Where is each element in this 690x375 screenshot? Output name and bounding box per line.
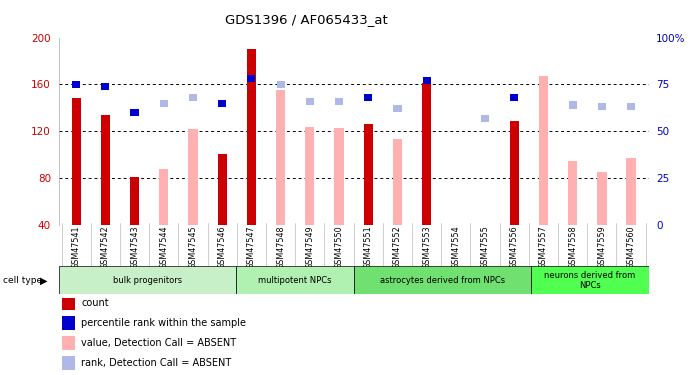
Text: GSM47560: GSM47560 bbox=[627, 225, 635, 269]
Text: multipotent NPCs: multipotent NPCs bbox=[258, 276, 331, 285]
Text: GSM47544: GSM47544 bbox=[159, 225, 168, 269]
Text: GSM47556: GSM47556 bbox=[510, 225, 519, 269]
Text: neurons derived from
NPCs: neurons derived from NPCs bbox=[544, 271, 635, 290]
Bar bbox=[101, 115, 110, 225]
Text: GSM47551: GSM47551 bbox=[364, 225, 373, 269]
Bar bbox=[159, 100, 168, 106]
Bar bbox=[393, 140, 402, 225]
Text: GSM47549: GSM47549 bbox=[305, 225, 315, 269]
Bar bbox=[627, 158, 635, 225]
Text: GSM47553: GSM47553 bbox=[422, 225, 431, 269]
Bar bbox=[598, 172, 607, 225]
Bar bbox=[188, 129, 197, 225]
Bar bbox=[627, 104, 635, 110]
Text: count: count bbox=[81, 298, 109, 308]
Text: GDS1396 / AF065433_at: GDS1396 / AF065433_at bbox=[225, 13, 388, 26]
Text: percentile rank within the sample: percentile rank within the sample bbox=[81, 318, 246, 328]
Text: GSM47558: GSM47558 bbox=[568, 225, 577, 269]
Bar bbox=[305, 127, 315, 225]
Bar bbox=[217, 153, 227, 225]
Text: rank, Detection Call = ABSENT: rank, Detection Call = ABSENT bbox=[81, 358, 231, 368]
Bar bbox=[335, 98, 343, 105]
Bar bbox=[306, 98, 314, 105]
Bar bbox=[59, 266, 235, 294]
Bar bbox=[61, 296, 75, 310]
Text: GSM47548: GSM47548 bbox=[276, 225, 285, 269]
Text: GSM47555: GSM47555 bbox=[480, 225, 489, 269]
Bar bbox=[568, 160, 578, 225]
Bar bbox=[72, 99, 81, 225]
Bar bbox=[247, 49, 256, 225]
Bar bbox=[393, 105, 402, 112]
Bar bbox=[531, 266, 649, 294]
Bar bbox=[422, 77, 431, 84]
Text: GSM47547: GSM47547 bbox=[247, 225, 256, 269]
Bar bbox=[159, 169, 168, 225]
Bar bbox=[335, 128, 344, 225]
Bar bbox=[481, 115, 489, 122]
Bar bbox=[364, 124, 373, 225]
Text: GSM47546: GSM47546 bbox=[218, 225, 227, 269]
Text: ▶: ▶ bbox=[40, 275, 48, 285]
Text: GSM47543: GSM47543 bbox=[130, 225, 139, 269]
Bar bbox=[101, 83, 110, 90]
Bar bbox=[276, 90, 285, 225]
Bar bbox=[598, 104, 606, 110]
Bar bbox=[510, 94, 518, 101]
Bar bbox=[539, 76, 548, 225]
Bar bbox=[235, 266, 353, 294]
Bar bbox=[130, 109, 139, 116]
Bar bbox=[189, 94, 197, 101]
Bar bbox=[61, 336, 75, 350]
Bar bbox=[353, 266, 531, 294]
Bar bbox=[510, 121, 519, 225]
Bar bbox=[130, 177, 139, 225]
Text: GSM47541: GSM47541 bbox=[72, 225, 81, 269]
Bar bbox=[422, 83, 431, 225]
Text: GSM47542: GSM47542 bbox=[101, 225, 110, 269]
Text: GSM47545: GSM47545 bbox=[188, 225, 197, 269]
Bar bbox=[61, 316, 75, 330]
Text: value, Detection Call = ABSENT: value, Detection Call = ABSENT bbox=[81, 338, 236, 348]
Bar bbox=[72, 81, 80, 88]
Bar bbox=[61, 356, 75, 370]
Bar bbox=[569, 102, 577, 108]
Bar bbox=[277, 81, 285, 88]
Text: GSM47550: GSM47550 bbox=[335, 225, 344, 269]
Text: GSM47559: GSM47559 bbox=[598, 225, 607, 269]
Text: cell type: cell type bbox=[3, 276, 43, 285]
Text: GSM47554: GSM47554 bbox=[451, 225, 460, 269]
Text: GSM47552: GSM47552 bbox=[393, 225, 402, 269]
Text: bulk progenitors: bulk progenitors bbox=[112, 276, 181, 285]
Bar bbox=[247, 75, 255, 82]
Bar bbox=[218, 100, 226, 106]
Bar bbox=[364, 94, 373, 101]
Text: GSM47557: GSM47557 bbox=[539, 225, 548, 269]
Text: astrocytes derived from NPCs: astrocytes derived from NPCs bbox=[380, 276, 504, 285]
